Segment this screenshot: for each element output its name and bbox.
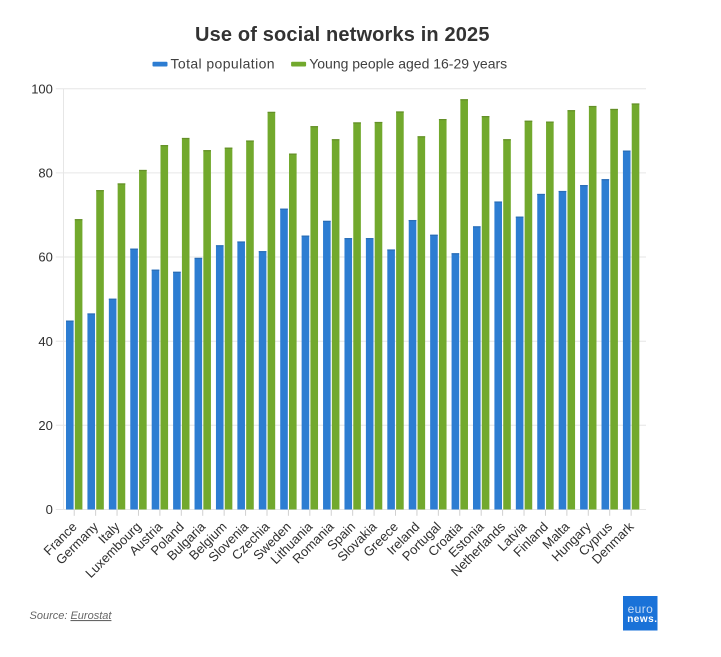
svg-text:Source: Eurostat: Source: Eurostat <box>30 610 113 622</box>
svg-text:Young people aged 16-29 years: Young people aged 16-29 years <box>309 55 507 71</box>
svg-text:Use of social networks in 2025: Use of social networks in 2025 <box>195 24 490 46</box>
svg-text:news.: news. <box>627 614 657 625</box>
svg-text:Total population: Total population <box>171 55 275 71</box>
svg-text:60: 60 <box>38 250 52 265</box>
svg-text:80: 80 <box>38 166 52 181</box>
svg-text:100: 100 <box>31 81 53 96</box>
svg-text:40: 40 <box>38 334 52 349</box>
svg-text:20: 20 <box>38 418 52 433</box>
svg-text:0: 0 <box>46 502 53 517</box>
svg-text:euro: euro <box>628 602 654 616</box>
